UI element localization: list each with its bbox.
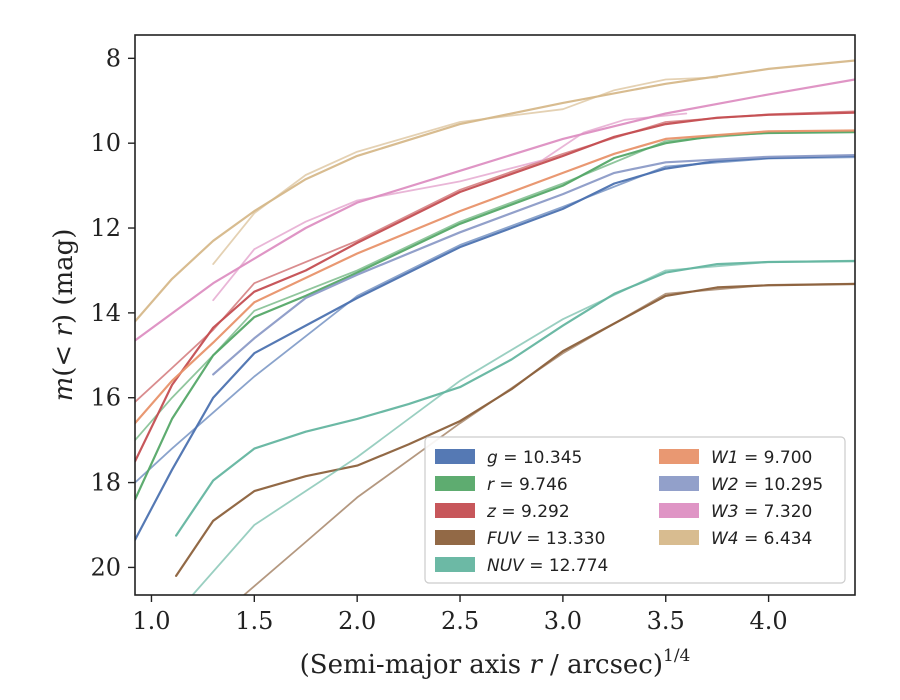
legend-swatch-r xyxy=(435,476,475,491)
legend-swatch-w3 xyxy=(659,503,699,518)
y-tick-label: 10 xyxy=(90,129,121,157)
legend-swatch-w4 xyxy=(659,530,699,545)
legend: g = 10.345 r = 9.746 z = 9.292 FUV = 13.330… xyxy=(424,436,846,584)
legend-box xyxy=(424,436,846,584)
series-line-w1-0 xyxy=(135,129,855,425)
y-tick-label: 16 xyxy=(90,384,121,412)
series-line-z-1 xyxy=(135,110,855,403)
series-line-w3-1 xyxy=(212,112,688,302)
plot-frame xyxy=(134,34,856,596)
legend-swatch-w1 xyxy=(659,449,699,464)
legend-label-r: r = 9.746 xyxy=(487,475,568,495)
series-line-nuv-0 xyxy=(175,260,855,537)
x-tick-label: 3.5 xyxy=(647,607,685,635)
x-tick-label: 1.5 xyxy=(235,607,273,635)
legend-swatch-fuv xyxy=(435,530,475,545)
y-tick-label: 8 xyxy=(106,44,121,72)
series-line-w3-0 xyxy=(135,78,855,342)
legend-label-w2: W2 = 10.295 xyxy=(711,475,823,495)
y-axis-label: m(< r) (mag) xyxy=(49,229,79,402)
legend-label-w4: W4 = 6.434 xyxy=(711,529,812,549)
legend-label-z: z = 9.292 xyxy=(486,502,570,522)
y-tick-label: 12 xyxy=(90,214,121,242)
legend-swatch-w2 xyxy=(659,476,699,491)
series-line-fuv-1 xyxy=(243,282,855,595)
x-tick-label: 2.0 xyxy=(338,607,376,635)
legend-label-w1: W1 = 9.700 xyxy=(711,448,812,468)
x-tick-label: 1.0 xyxy=(132,607,170,635)
x-tick-label: 3.0 xyxy=(544,607,582,635)
x-tick-label: 4.0 xyxy=(750,607,788,635)
y-tick-label: 20 xyxy=(90,553,121,581)
legend-swatch-z xyxy=(435,503,475,518)
series-lines xyxy=(135,59,855,595)
legend-label-g: g = 10.345 xyxy=(487,448,582,468)
legend-swatch-g xyxy=(435,449,475,464)
y-tick-label: 14 xyxy=(90,299,121,327)
legend-swatch-nuv xyxy=(435,557,475,572)
series-line-r-1 xyxy=(135,130,855,442)
series-line-w2-0 xyxy=(212,154,855,376)
axes: 1.0 1.5 2.0 2.5 3.0 3.5 4.0 8 10 12 14 16 18 20 (Semi-… xyxy=(49,34,856,680)
x-tick-label: 2.5 xyxy=(441,607,479,635)
series-line-g-1 xyxy=(135,156,855,484)
x-axis-label: (Semi-major axis r / arcsec)1/4 xyxy=(300,646,691,680)
series-line-w4-0 xyxy=(135,59,855,323)
legend-label-nuv: NUV = 12.774 xyxy=(487,556,608,576)
series-line-w4-1 xyxy=(212,76,719,265)
legend-label-fuv: FUV = 13.330 xyxy=(487,529,605,549)
legend-label-w3: W3 = 7.320 xyxy=(711,502,812,522)
series-line-nuv-1 xyxy=(191,259,855,595)
y-tick-label: 18 xyxy=(90,469,121,497)
